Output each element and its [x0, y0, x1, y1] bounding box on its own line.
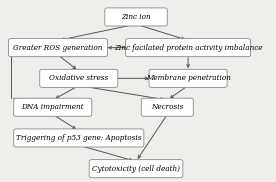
- FancyBboxPatch shape: [40, 69, 118, 87]
- Text: Triggering of p53 gene: Apoptosis: Triggering of p53 gene: Apoptosis: [16, 134, 142, 142]
- Text: Membrane penetration: Membrane penetration: [146, 74, 230, 82]
- FancyBboxPatch shape: [14, 129, 144, 147]
- Text: Oxidative stress: Oxidative stress: [49, 74, 108, 82]
- FancyBboxPatch shape: [149, 69, 227, 87]
- FancyBboxPatch shape: [105, 8, 167, 26]
- Text: Zinc ion: Zinc ion: [121, 13, 151, 21]
- FancyBboxPatch shape: [89, 160, 183, 178]
- FancyBboxPatch shape: [14, 98, 92, 116]
- FancyBboxPatch shape: [141, 98, 193, 116]
- Text: Necrosis: Necrosis: [151, 103, 184, 111]
- Text: Cytotoxicity (cell death): Cytotoxicity (cell death): [92, 165, 180, 173]
- Text: Greater ROS generation: Greater ROS generation: [13, 44, 103, 52]
- Text: Zinc facilated protein activity imbalance: Zinc facilated protein activity imbalanc…: [114, 44, 262, 52]
- Text: DNA impairment: DNA impairment: [22, 103, 84, 111]
- FancyBboxPatch shape: [126, 39, 251, 57]
- FancyBboxPatch shape: [9, 39, 107, 57]
